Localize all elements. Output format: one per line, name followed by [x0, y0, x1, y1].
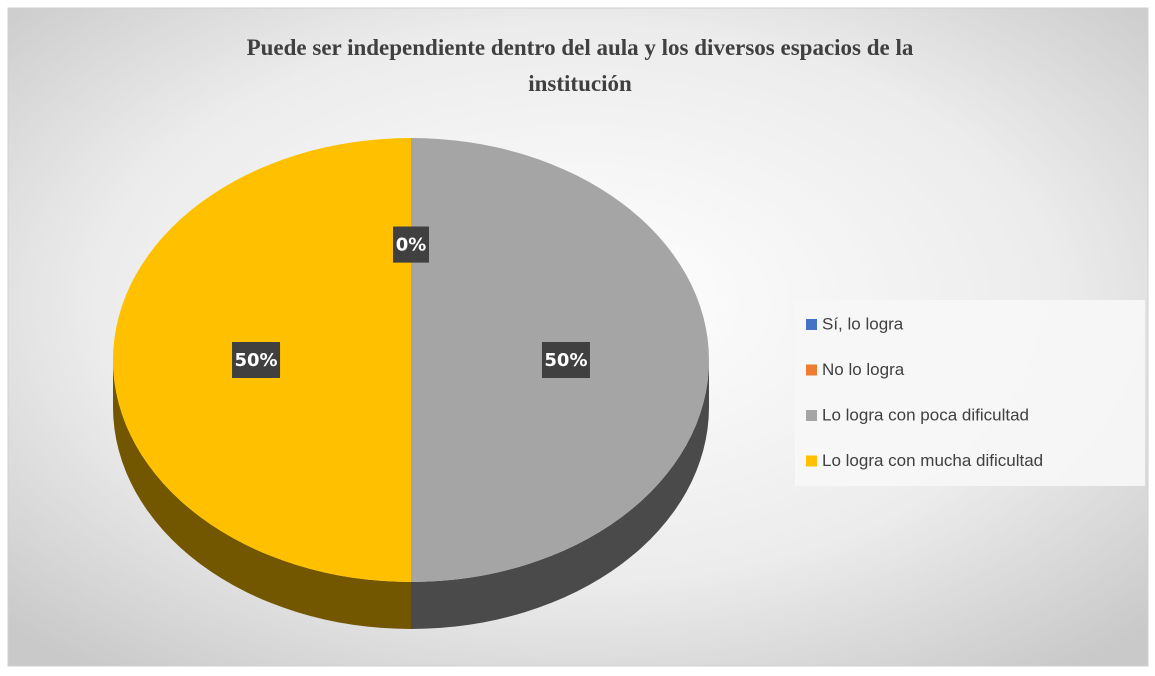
legend-label: Lo logra con poca dificultad: [822, 405, 1029, 424]
data-label-box: [232, 342, 281, 378]
legend-label: Sí, lo logra: [822, 314, 904, 333]
data-label: 50%: [544, 350, 587, 371]
data-label: 50%: [234, 350, 277, 371]
legend-box: [795, 300, 1145, 486]
data-label-box: [541, 342, 590, 378]
data-label: 0%: [396, 235, 427, 256]
legend-swatch: [806, 364, 817, 376]
data-label-box: [393, 226, 429, 263]
chart-title: Puede ser independiente dentro del aula …: [247, 35, 914, 96]
legend-label: Lo logra con mucha dificultad: [822, 451, 1043, 470]
slice-side: [411, 360, 709, 629]
legend-swatch: [806, 410, 817, 421]
legend-swatch: [806, 319, 817, 330]
slice-side: [113, 360, 411, 629]
legend-label: No lo logra: [822, 360, 905, 379]
legend-swatch: [806, 455, 817, 467]
